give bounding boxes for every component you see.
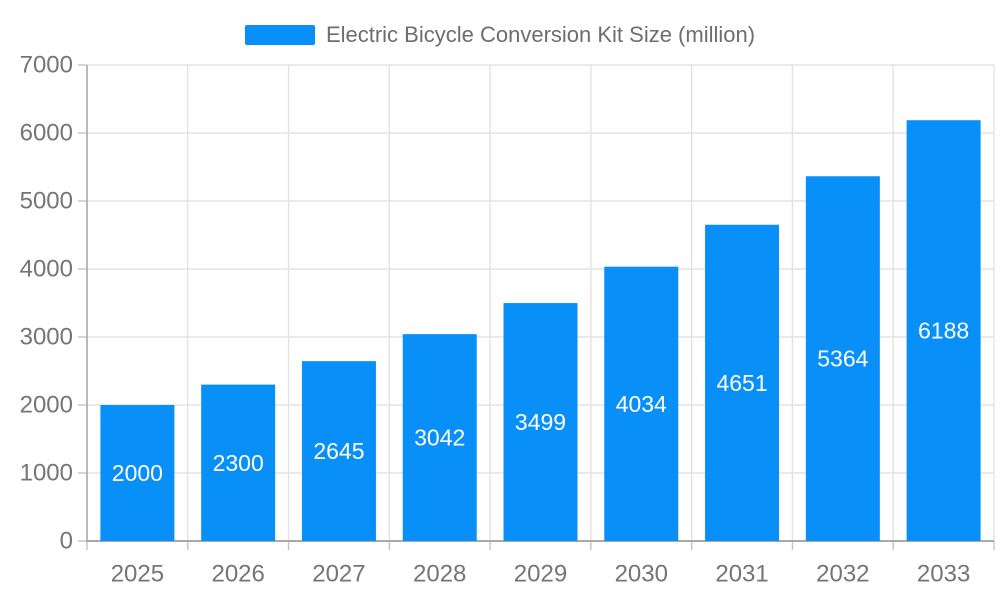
x-tick-label: 2026 (211, 561, 264, 588)
bar-value-label: 2300 (213, 450, 264, 476)
bar-value-label: 2000 (112, 460, 163, 486)
y-tick-label: 2000 (20, 392, 73, 419)
bar-value-label: 4651 (716, 370, 767, 396)
bar (503, 303, 578, 541)
bar (201, 384, 276, 541)
x-tick-label: 2025 (111, 561, 164, 588)
legend-label: Electric Bicycle Conversion Kit Size (mi… (325, 22, 756, 47)
x-tick-label: 2033 (917, 561, 970, 588)
bar (805, 176, 880, 542)
bar (402, 334, 477, 541)
x-tick-label: 2031 (715, 561, 768, 588)
chart-legend[interactable]: Electric Bicycle Conversion Kit Size (mi… (0, 22, 1000, 48)
y-tick-label: 3000 (20, 324, 73, 351)
x-tick-label: 2030 (615, 561, 668, 588)
bar-value-label: 3499 (515, 409, 566, 435)
bar (705, 224, 780, 541)
y-tick-label: 0 (60, 528, 73, 555)
y-tick-label: 4000 (20, 256, 73, 283)
legend-swatch (244, 25, 315, 45)
bar-value-label: 6188 (918, 318, 969, 344)
y-tick-label: 5000 (20, 188, 73, 215)
x-tick-label: 2029 (514, 561, 567, 588)
bar (100, 405, 175, 541)
bar-value-label: 3042 (414, 425, 465, 451)
bar (906, 120, 981, 541)
bar-value-label: 4034 (616, 391, 667, 417)
x-tick-label: 2027 (312, 561, 365, 588)
y-tick-label: 1000 (20, 460, 73, 487)
bar (301, 361, 376, 541)
bar-value-label: 2645 (313, 438, 364, 464)
y-tick-label: 7000 (20, 52, 73, 79)
y-tick-label: 6000 (20, 120, 73, 147)
x-tick-label: 2032 (816, 561, 869, 588)
bar (604, 266, 679, 541)
x-tick-label: 2028 (413, 561, 466, 588)
bar-value-label: 5364 (817, 346, 868, 372)
